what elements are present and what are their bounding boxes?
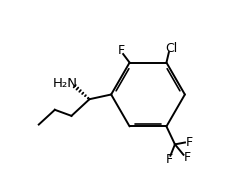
Text: F: F [166,153,173,166]
Text: H₂N: H₂N [52,77,78,90]
Text: F: F [118,44,125,57]
Text: F: F [185,136,193,149]
Text: Cl: Cl [165,42,177,55]
Text: F: F [183,151,190,164]
